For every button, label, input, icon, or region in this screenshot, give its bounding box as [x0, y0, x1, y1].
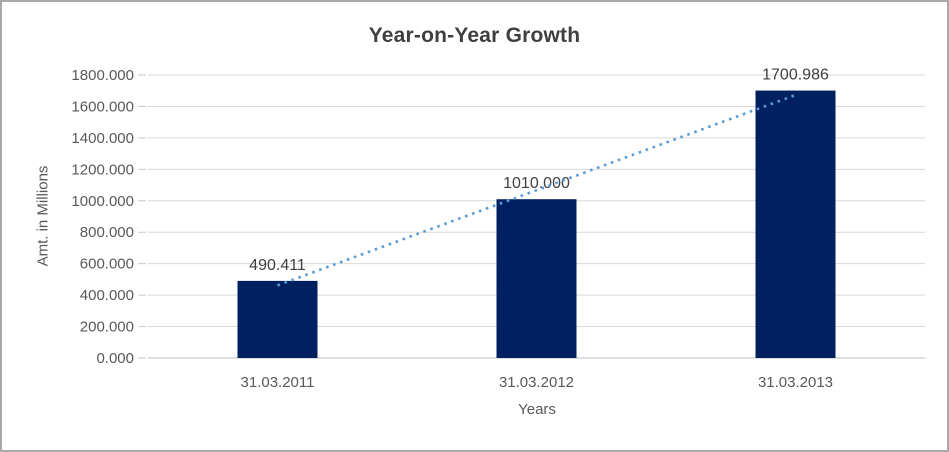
x-axis-tick-label: 31.03.2013 [758, 374, 833, 391]
y-axis-tick-label: 200.000 [80, 319, 134, 336]
bar-31.03.2013[interactable] [755, 90, 836, 358]
x-axis-tick-label: 31.03.2011 [241, 374, 315, 391]
data-label: 1010.000 [503, 175, 570, 192]
bar-31.03.2011[interactable] [237, 280, 318, 358]
y-axis-tick-label: 0.000 [96, 350, 134, 367]
y-axis-tick-label: 1000.000 [71, 193, 134, 210]
x-axis-title: Years [518, 401, 556, 418]
data-label: 1700.986 [762, 67, 829, 84]
trendline[interactable] [277, 93, 796, 287]
bar-31.03.2012[interactable] [496, 199, 577, 358]
y-axis-tick-label: 800.000 [80, 224, 134, 241]
y-axis-tick-label: 1400.000 [71, 130, 134, 147]
y-axis-tick-label: 1800.000 [71, 67, 134, 84]
y-axis-tick-label: 600.000 [80, 256, 134, 273]
y-axis-tick-label: 400.000 [80, 287, 134, 304]
x-axis-tick-label: 31.03.2012 [499, 374, 574, 391]
y-axis-tick-label: 1600.000 [71, 98, 134, 115]
chart-title: Year-on-Year Growth [368, 24, 581, 47]
y-axis-tick-label: 1200.000 [71, 161, 134, 178]
data-label: 490.411 [249, 257, 306, 274]
